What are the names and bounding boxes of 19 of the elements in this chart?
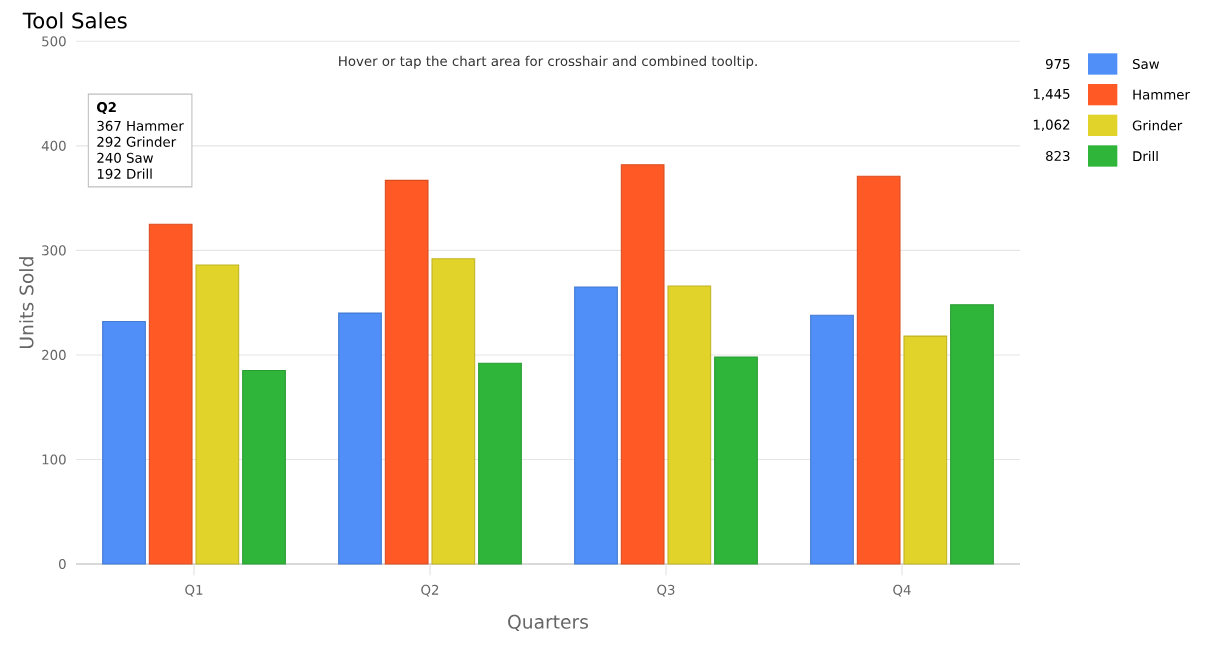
x-axis-title: Quarters xyxy=(508,614,589,631)
bar xyxy=(620,164,665,565)
bar xyxy=(195,264,240,565)
bar xyxy=(148,223,193,565)
bar xyxy=(714,356,758,565)
bar xyxy=(242,370,286,565)
bar xyxy=(384,179,429,565)
bar xyxy=(810,314,854,565)
bar xyxy=(338,312,382,565)
bar xyxy=(667,285,712,565)
bar xyxy=(856,175,901,565)
y-axis-title: Units Sold xyxy=(19,257,34,348)
bar xyxy=(950,304,994,565)
bar xyxy=(478,362,522,565)
bar xyxy=(903,335,948,565)
bar xyxy=(102,320,146,565)
bar xyxy=(431,258,476,565)
bar xyxy=(574,286,618,565)
chart-title: Tool Sales xyxy=(22,12,127,29)
